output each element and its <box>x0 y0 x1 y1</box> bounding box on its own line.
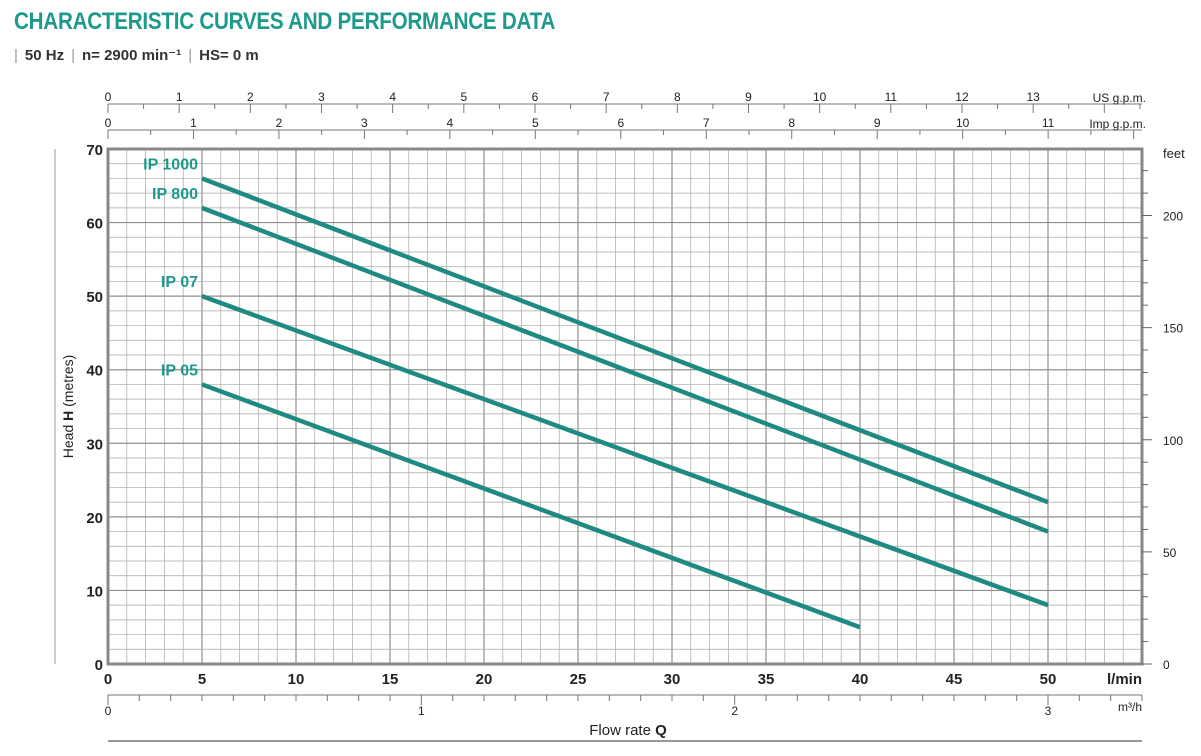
y-axis-title-prefix: Head <box>60 421 76 458</box>
feet-tick-label: 150 <box>1163 322 1183 336</box>
imp-gpm-tick-label: 8 <box>788 116 795 130</box>
us-gpm-unit-label: US g.p.m. <box>1093 91 1146 105</box>
imp-gpm-tick-label: 1 <box>190 116 197 130</box>
imp-gpm-tick-label: 0 <box>105 116 112 130</box>
m3h-tick-label: 0 <box>105 704 112 718</box>
series-label: IP 1000 <box>143 156 198 173</box>
grid <box>107 148 1143 665</box>
us-gpm-tick-label: 0 <box>105 90 112 104</box>
us-gpm-tick-label: 10 <box>813 90 827 104</box>
y-tick-label: 20 <box>86 510 103 527</box>
x-axis-title-symbol: Q <box>655 722 667 739</box>
imp-gpm-tick-label: 2 <box>276 116 283 130</box>
us-gpm-tick-label: 1 <box>176 90 183 104</box>
imp-gpm-tick-label: 3 <box>361 116 368 130</box>
us-gpm-tick-label: 9 <box>745 90 752 104</box>
imp-gpm-tick-label: 11 <box>1042 116 1055 130</box>
chart-title: CHARACTERISTIC CURVES AND PERFORMANCE DA… <box>14 8 556 35</box>
separator: | <box>71 47 75 64</box>
curve-ip-1000 <box>201 176 1049 505</box>
y-tick-label: 50 <box>86 289 103 306</box>
separator: | <box>188 47 193 64</box>
y-tick-label: 0 <box>95 657 103 674</box>
feet-tick-label: 50 <box>1163 546 1177 560</box>
curve-ip-800 <box>201 205 1049 534</box>
y-axis-title-symbol: H <box>60 411 76 421</box>
imp-gpm-tick-label: 5 <box>532 116 539 130</box>
x-tick-label: 10 <box>288 671 305 688</box>
imp-gpm-tick-label: 6 <box>617 116 624 130</box>
us-gpm-tick-label: 5 <box>460 90 467 104</box>
series-label: IP 07 <box>161 274 198 291</box>
x-tick-label: 40 <box>852 671 869 688</box>
us-gpm-tick-label: 13 <box>1026 90 1040 104</box>
x-axis-title: Flow rate Q <box>589 722 667 739</box>
x-tick-label: 0 <box>104 671 112 688</box>
x-axis-title-prefix: Flow rate <box>589 722 655 739</box>
plot-frame <box>106 147 1144 666</box>
us-gpm-tick-label: 12 <box>955 90 969 104</box>
operating-conditions: | 50 Hz | n= 2900 min⁻¹ | HS= 0 m <box>14 46 259 64</box>
x-unit-label: l/min <box>1107 671 1142 688</box>
y-axis-title-unit: (metres) <box>60 355 76 411</box>
series-label: IP 05 <box>161 362 198 379</box>
imp-gpm-tick-label: 7 <box>703 116 710 130</box>
x-tick-label: 45 <box>946 671 963 688</box>
imp-gpm-tick-label: 4 <box>447 116 454 130</box>
us-gpm-tick-label: 3 <box>318 90 325 104</box>
imp-gpm-tick-label: 9 <box>874 116 881 130</box>
us-gpm-tick-label: 7 <box>603 90 610 104</box>
us-gpm-tick-label: 2 <box>247 90 254 104</box>
x-tick-label: 5 <box>198 671 206 688</box>
series <box>201 176 1049 630</box>
y-tick-label: 30 <box>86 436 103 453</box>
feet-tick-label: 0 <box>1163 658 1170 672</box>
us-gpm-tick-label: 6 <box>532 90 539 104</box>
separator: | <box>14 47 18 64</box>
m3h-tick-label: 1 <box>418 704 425 718</box>
feet-tick-label: 200 <box>1163 210 1183 224</box>
imp-gpm-tick-label: 10 <box>956 116 970 130</box>
curve-ip-07 <box>201 294 1049 608</box>
y-tick-label: 10 <box>86 583 103 600</box>
x-tick-label: 25 <box>570 671 587 688</box>
frequency-label: 50 Hz <box>24 47 65 64</box>
labels: IP 1000 IP 800 IP 07 IP 05 <box>143 156 198 379</box>
feet-unit-label: feet <box>1163 146 1185 161</box>
y-tick-label: 60 <box>86 216 103 233</box>
imp-gpm-unit-label: Imp g.p.m. <box>1089 117 1146 131</box>
x-tick-label: 50 <box>1040 671 1057 688</box>
x-tick-label: 15 <box>382 671 399 688</box>
us-gpm-tick-label: 8 <box>674 90 681 104</box>
m3h-tick-label: 2 <box>731 704 738 718</box>
series-label: IP 800 <box>152 186 198 203</box>
us-gpm-tick-label: 11 <box>885 90 898 104</box>
y-axis-title: Head H (metres) <box>60 355 76 458</box>
x-tick-label: 30 <box>664 671 681 688</box>
us-gpm-tick-label: 4 <box>389 90 396 104</box>
y-tick-label: 40 <box>86 363 103 380</box>
suction-height-label: HS= 0 m <box>199 47 259 64</box>
curve-ip-05 <box>201 382 861 630</box>
m3h-unit-label: m³/h <box>1118 700 1142 714</box>
speed-label: n= 2900 min⁻¹ <box>82 47 182 64</box>
m3h-tick-label: 3 <box>1045 704 1052 718</box>
x-tick-label: 20 <box>476 671 493 688</box>
feet-tick-label: 100 <box>1163 434 1183 448</box>
x-tick-label: 35 <box>758 671 775 688</box>
y-tick-label: 70 <box>86 142 103 159</box>
